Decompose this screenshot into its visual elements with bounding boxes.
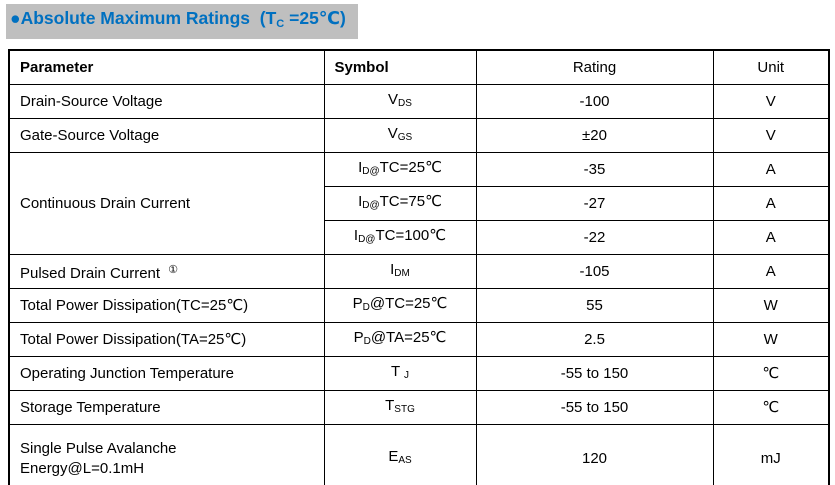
rating-cell: 120 — [475, 424, 714, 485]
section-title-subscript: C — [276, 18, 285, 30]
rating-cell: -27 — [475, 186, 714, 221]
symbol-subscript: DM — [394, 267, 410, 279]
table-row-gate-source-voltage: Gate-Source Voltage VGS ±20 V — [8, 118, 830, 153]
param-cell-continuous-drain-current: Continuous Drain Current — [8, 152, 325, 255]
symbol-post: @TC=25℃ — [369, 294, 448, 312]
table-row-operating-junction-temperature: Operating Junction Temperature T J -55 t… — [8, 356, 830, 391]
absolute-maximum-ratings-table: Parameter Symbol Rating Unit Drain-Sourc… — [8, 49, 830, 485]
symbol-cell: IDM — [323, 254, 477, 289]
symbol-subscript: D — [363, 335, 371, 347]
symbol-base: T — [390, 362, 405, 380]
rating-cell: -55 to 150 — [475, 356, 714, 391]
unit-cell: V — [712, 84, 830, 119]
table-row-pulsed-drain-current: Pulsed Drain Current ① IDM -105 A — [8, 254, 830, 289]
rating-cell: -35 — [475, 152, 714, 187]
param-cell: Storage Temperature — [8, 390, 325, 425]
symbol-cell: ID@TC=25℃ — [323, 152, 477, 187]
table-row-drain-source-voltage: Drain-Source Voltage VDS -100 V — [8, 84, 830, 119]
symbol-cell: TSTG — [323, 390, 477, 425]
symbol-cell: VGS — [323, 118, 477, 153]
symbol-subscript: D@ — [362, 165, 380, 177]
note-marker-1: ① — [168, 263, 178, 276]
symbol-base: P — [352, 294, 363, 312]
symbol-post: @TA=25℃ — [370, 328, 447, 346]
rating-cell: -55 to 150 — [475, 390, 714, 425]
unit-cell: A — [712, 254, 830, 289]
symbol-subscript: STG — [394, 403, 415, 415]
symbol-cell: PD@TC=25℃ — [323, 288, 477, 323]
header-parameter: Parameter — [8, 49, 325, 85]
header-row: Parameter Symbol Rating Unit — [8, 49, 830, 85]
table-row-single-pulse-avalanche-energy: Single Pulse Avalanche Energy@L=0.1mH EA… — [8, 424, 830, 485]
rating-cell: -105 — [475, 254, 714, 289]
symbol-cell: EAS — [323, 424, 477, 485]
unit-cell: ℃ — [712, 390, 830, 425]
table-row-total-power-dissipation-ta: Total Power Dissipation(TA=25℃) PD@TA=25… — [8, 322, 830, 357]
param-text: Pulsed Drain Current — [20, 264, 161, 282]
header-unit: Unit — [712, 49, 830, 85]
section-title-main: ●Absolute Maximum Ratings (T — [10, 8, 277, 28]
unit-cell: W — [712, 322, 830, 357]
param-cell: Single Pulse Avalanche Energy@L=0.1mH — [8, 424, 325, 485]
symbol-cell: T J — [323, 356, 477, 391]
symbol-post: TC=100℃ — [375, 226, 447, 244]
symbol-subscript: DS — [398, 97, 412, 109]
table-row-storage-temperature: Storage Temperature TSTG -55 to 150 ℃ — [8, 390, 830, 425]
param-cell: Gate-Source Voltage — [8, 118, 325, 153]
symbol-cell: PD@TA=25℃ — [323, 322, 477, 357]
table-row-continuous-drain-current-100: ID@TC=100℃ -22 A — [9, 220, 830, 255]
param-cell: Pulsed Drain Current ① — [8, 254, 325, 289]
symbol-base: P — [353, 328, 364, 346]
param-cell: Total Power Dissipation(TA=25℃) — [8, 322, 325, 357]
symbol-post: TC=25℃ — [379, 158, 442, 176]
symbol-base: I — [390, 260, 395, 278]
rating-cell: 55 — [475, 288, 714, 323]
symbol-subscript: J — [404, 369, 410, 381]
symbol-base: V — [388, 90, 399, 108]
symbol-subscript: D@ — [358, 233, 376, 245]
unit-cell: A — [712, 152, 830, 187]
symbol-subscript: GS — [397, 131, 413, 143]
symbol-cell: ID@TC=100℃ — [323, 220, 477, 255]
section-title-bar: ●Absolute Maximum Ratings (TC =25℃) — [6, 4, 358, 39]
symbol-subscript: AS — [398, 455, 412, 466]
header-rating: Rating — [475, 49, 714, 85]
symbol-cell: ID@TC=75℃ — [323, 186, 477, 221]
symbol-subscript: D@ — [362, 199, 380, 211]
unit-cell: mJ — [712, 424, 830, 485]
rating-cell: -100 — [475, 84, 714, 119]
symbol-base: V — [387, 124, 398, 142]
symbol-subscript: D — [362, 301, 370, 313]
table-row-total-power-dissipation-tc: Total Power Dissipation(TC=25℃) PD@TC=25… — [8, 288, 830, 323]
section-title: ●Absolute Maximum Ratings (TC =25℃) — [10, 8, 346, 30]
rating-cell: ±20 — [475, 118, 714, 153]
unit-cell: W — [712, 288, 830, 323]
symbol-post: TC=75℃ — [379, 192, 442, 210]
section-title-tail: =25℃) — [284, 8, 346, 28]
symbol-base: E — [388, 448, 399, 465]
unit-cell: A — [712, 186, 830, 221]
unit-cell: A — [712, 220, 830, 255]
unit-cell: ℃ — [712, 356, 830, 391]
rating-cell: 2.5 — [475, 322, 714, 357]
symbol-base: T — [385, 396, 395, 414]
table-row-continuous-drain-current-75: ID@TC=75℃ -27 A — [9, 186, 830, 221]
symbol-base: I — [353, 226, 359, 244]
param-cell: Total Power Dissipation(TC=25℃) — [8, 288, 325, 323]
rating-cell: -22 — [475, 220, 714, 255]
param-cell: Drain-Source Voltage — [8, 84, 325, 119]
symbol-cell: VDS — [323, 84, 477, 119]
param-cell: Operating Junction Temperature — [8, 356, 325, 391]
header-symbol: Symbol — [323, 49, 477, 85]
symbol-base: I — [358, 192, 363, 210]
symbol-base: I — [358, 158, 363, 176]
unit-cell: V — [712, 118, 830, 153]
table-row-continuous-drain-current-25: Continuous Drain Current ID@TC=25℃ -35 A — [8, 152, 830, 255]
